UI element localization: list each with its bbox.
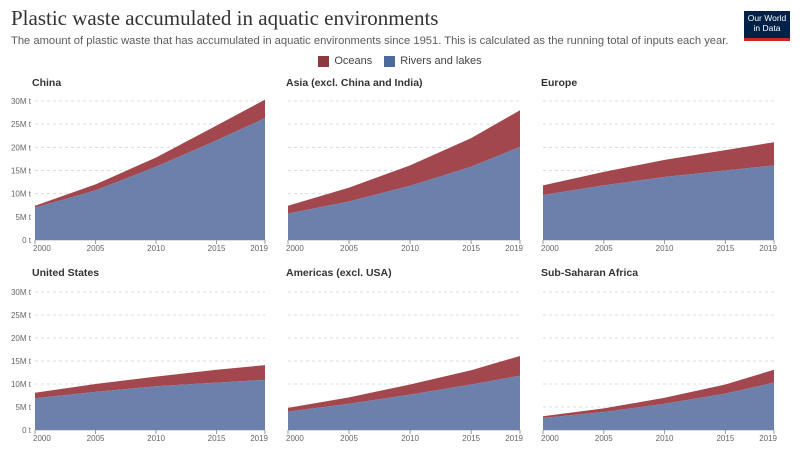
panel-2-xtick-label: 2019 xyxy=(505,244,523,253)
panel-4-xtick-label: 2000 xyxy=(33,434,51,443)
panel-2-xtick-label: 2005 xyxy=(340,244,358,253)
panel-3-xtick-label: 2015 xyxy=(716,244,734,253)
panel-5-oceans-area xyxy=(288,355,520,412)
panel-1-ytick-label: 15M t xyxy=(11,167,32,176)
panel-1-rivers-area xyxy=(35,118,265,240)
legend-swatch-rivers xyxy=(384,55,396,67)
panel-4-ytick-label: 15M t xyxy=(11,357,32,366)
panel-1-ytick-label: 10M t xyxy=(11,190,32,199)
panel-1-ytick-label: 25M t xyxy=(11,120,32,129)
panel-1-ytick-label: 30M t xyxy=(11,97,32,106)
panel-3-xtick-label: 2000 xyxy=(541,244,559,253)
panel-6-xtick-label: 2015 xyxy=(716,434,734,443)
panel-1-xtick-label: 2015 xyxy=(208,244,226,253)
panel-6-xtick-label: 2005 xyxy=(595,434,613,443)
chart-subtitle: The amount of plastic waste that has acc… xyxy=(11,35,729,47)
chart-title: Plastic waste accumulated in aquatic env… xyxy=(11,6,439,30)
panel-4-xtick-label: 2019 xyxy=(250,434,268,443)
panel-1-ytick-label: 5M t xyxy=(15,213,31,222)
panel-5-xtick-label: 2000 xyxy=(286,434,304,443)
panel-4-ytick-label: 30M t xyxy=(11,288,32,297)
panel-6-rivers-area xyxy=(543,382,774,430)
panel-4-xtick-label: 2015 xyxy=(208,434,226,443)
panel-5-xtick-label: 2010 xyxy=(401,434,419,443)
panel-1-xtick-label: 2019 xyxy=(250,244,268,253)
legend-item-rivers[interactable]: Rivers and lakes xyxy=(384,55,482,67)
logo-line-2: in Data xyxy=(753,23,781,33)
panel-6-title: Sub-Saharan Africa xyxy=(541,267,638,279)
panel-4-ytick-label: 5M t xyxy=(15,403,31,412)
panel-2-rivers-area xyxy=(288,146,520,240)
panel-3-rivers-area xyxy=(543,165,774,240)
panel-1-ytick-label: 0 t xyxy=(22,236,32,245)
panel-2-xtick-label: 2000 xyxy=(286,244,304,253)
panel-4-ytick-label: 25M t xyxy=(11,311,32,320)
panel-6-xtick-label: 2010 xyxy=(656,434,674,443)
panel-6-xtick-label: 2000 xyxy=(541,434,559,443)
panel-5-xtick-label: 2005 xyxy=(340,434,358,443)
panel-1-title: China xyxy=(32,77,61,89)
owid-logo[interactable]: Our World in Data xyxy=(744,11,790,41)
panel-4-rivers-area xyxy=(35,379,265,430)
panel-1-xtick-label: 2000 xyxy=(33,244,51,253)
panel-4-xtick-label: 2005 xyxy=(87,434,105,443)
legend-item-oceans[interactable]: Oceans xyxy=(318,55,372,67)
panel-2-oceans-area xyxy=(288,110,520,214)
panel-3-xtick-label: 2010 xyxy=(656,244,674,253)
panel-3-xtick-label: 2019 xyxy=(759,244,777,253)
panel-2-title: Asia (excl. China and India) xyxy=(286,77,423,89)
legend-swatch-oceans xyxy=(318,55,330,67)
panel-5-title: Americas (excl. USA) xyxy=(286,267,392,279)
legend: Oceans Rivers and lakes xyxy=(0,55,800,67)
panel-4-title: United States xyxy=(32,267,99,279)
panel-1-xtick-label: 2005 xyxy=(87,244,105,253)
panel-4-oceans-area xyxy=(35,365,265,399)
panel-5-xtick-label: 2015 xyxy=(462,434,480,443)
panel-4-ytick-label: 10M t xyxy=(11,380,32,389)
panel-3-title: Europe xyxy=(541,77,577,89)
panel-1-ytick-label: 20M t xyxy=(11,143,32,152)
panel-4-ytick-label: 0 t xyxy=(22,426,32,435)
panel-4-xtick-label: 2010 xyxy=(147,434,165,443)
panel-3-oceans-area xyxy=(543,142,774,196)
panel-6-xtick-label: 2019 xyxy=(759,434,777,443)
panel-2-xtick-label: 2010 xyxy=(401,244,419,253)
legend-label-rivers: Rivers and lakes xyxy=(400,55,482,67)
logo-line-1: Our World xyxy=(747,13,787,23)
legend-label-oceans: Oceans xyxy=(334,55,373,67)
panel-4-ytick-label: 20M t xyxy=(11,334,32,343)
panel-3-xtick-label: 2005 xyxy=(595,244,613,253)
panel-1-xtick-label: 2010 xyxy=(147,244,165,253)
panel-2-xtick-label: 2015 xyxy=(462,244,480,253)
panel-5-rivers-area xyxy=(288,375,520,430)
panel-5-xtick-label: 2019 xyxy=(505,434,523,443)
